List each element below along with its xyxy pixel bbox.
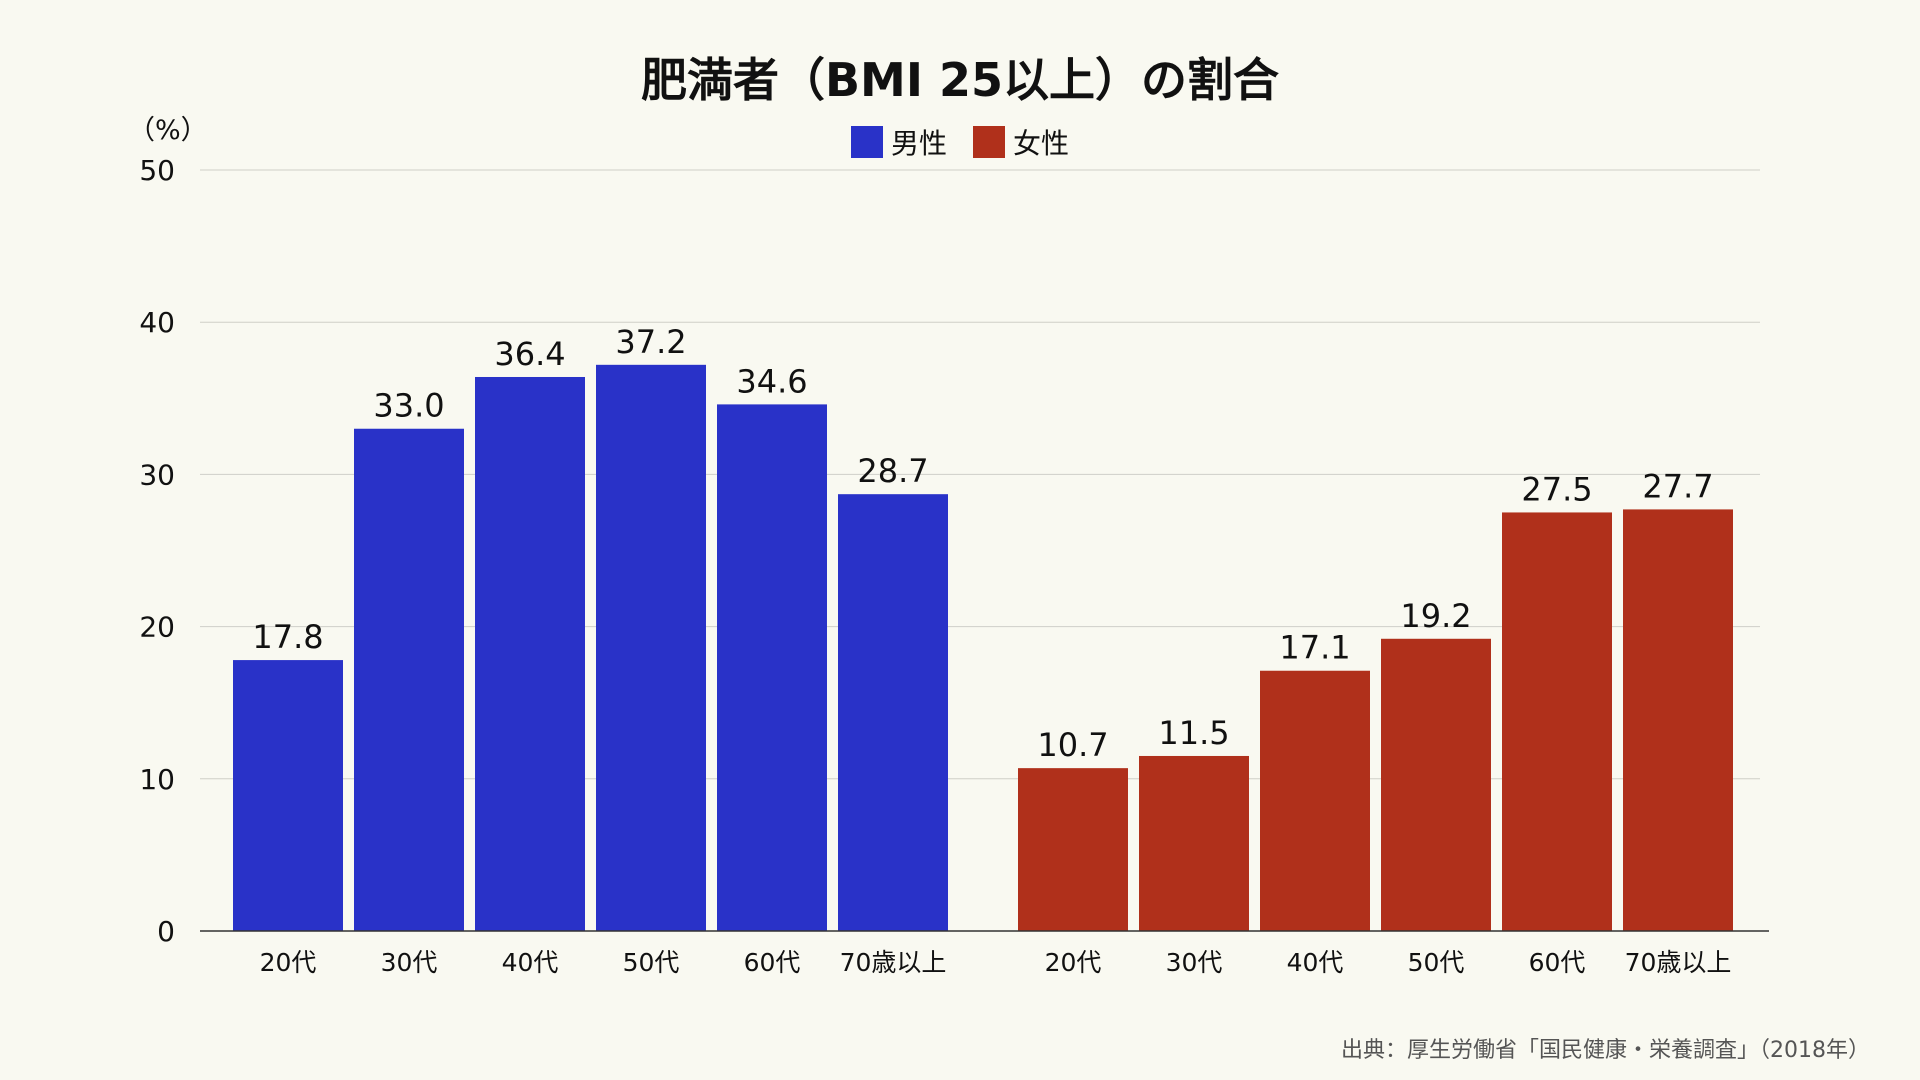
legend-item-female: 女性 xyxy=(973,122,1069,162)
y-tick-label: 50 xyxy=(139,154,175,187)
x-tick-label: 60代 xyxy=(744,948,801,977)
x-tick-label: 40代 xyxy=(502,948,559,977)
data-label: 27.7 xyxy=(1642,467,1713,505)
data-label: 11.5 xyxy=(1158,714,1229,752)
x-tick-label: 20代 xyxy=(260,948,317,977)
data-label: 28.7 xyxy=(857,452,928,490)
x-tick-label: 70歳以上 xyxy=(840,948,947,977)
x-tick-label: 20代 xyxy=(1045,948,1102,977)
bar xyxy=(354,428,464,931)
bar xyxy=(1623,509,1733,931)
bar xyxy=(1502,512,1612,931)
bar xyxy=(1260,670,1370,931)
data-label: 19.2 xyxy=(1400,597,1471,635)
legend-label-male: 男性 xyxy=(890,127,947,160)
y-axis-unit: （%） xyxy=(128,115,208,146)
legend-swatch-male xyxy=(850,126,883,158)
y-tick-label: 10 xyxy=(139,763,175,796)
bar xyxy=(1018,768,1128,931)
x-tick-label: 60代 xyxy=(1529,948,1586,977)
data-label: 17.8 xyxy=(252,618,323,656)
x-tick-label: 70歳以上 xyxy=(1625,948,1732,977)
bar xyxy=(717,404,827,931)
data-label: 27.5 xyxy=(1521,470,1592,508)
x-tick-label: 30代 xyxy=(1166,948,1223,977)
source-note: 出典：厚生労働省「国民健康・栄養調査」（2018年） xyxy=(1341,1038,1870,1063)
y-tick-label: 30 xyxy=(139,458,175,491)
legend-swatch-female xyxy=(973,126,1005,158)
legend-item-male: 男性 xyxy=(850,122,947,162)
x-tick-label: 50代 xyxy=(1408,948,1465,977)
legend: 男性 女性 xyxy=(0,122,1920,162)
bar xyxy=(475,376,585,931)
legend-label-female: 女性 xyxy=(1013,127,1070,160)
bar xyxy=(838,494,948,931)
data-label: 10.7 xyxy=(1037,726,1108,764)
data-label: 36.4 xyxy=(494,335,565,373)
x-tick-label: 50代 xyxy=(623,948,680,977)
data-label: 33.0 xyxy=(373,387,444,425)
data-label: 34.6 xyxy=(736,362,807,400)
bar xyxy=(1139,755,1249,931)
chart-title: 肥満者（BMI 25以上）の割合 xyxy=(641,53,1279,107)
data-label: 17.1 xyxy=(1279,629,1350,667)
y-tick-label: 40 xyxy=(139,306,175,339)
y-tick-label: 0 xyxy=(157,915,175,948)
bar xyxy=(1381,638,1491,931)
data-label: 37.2 xyxy=(615,323,686,361)
bar xyxy=(596,364,706,931)
y-tick-label: 20 xyxy=(139,611,175,644)
x-tick-label: 40代 xyxy=(1287,948,1344,977)
bar xyxy=(233,660,343,931)
x-tick-label: 30代 xyxy=(381,948,438,977)
